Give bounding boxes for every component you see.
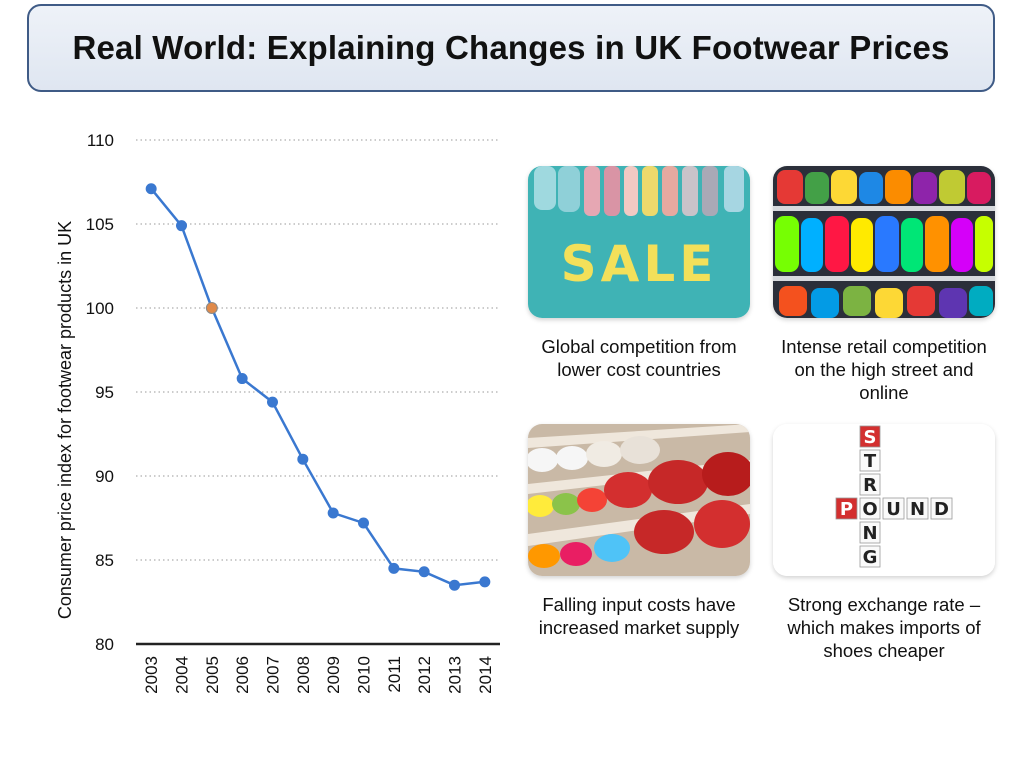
tiles-pound: P U N D <box>835 497 953 520</box>
x-tick-label: 2007 <box>264 656 283 694</box>
data-point <box>479 576 491 588</box>
data-point <box>145 183 157 195</box>
y-tick-label: 85 <box>95 551 114 570</box>
x-tick-label: 2010 <box>355 656 374 694</box>
y-tick-label: 80 <box>95 635 114 654</box>
shoe-row-top <box>528 436 660 472</box>
x-tick-label: 2012 <box>415 656 434 694</box>
svg-text:T: T <box>864 451 877 472</box>
shoe-cluster-middle <box>775 216 993 272</box>
svg-text:S: S <box>864 427 877 448</box>
caption-retail-competition: Intense retail competition on the high s… <box>781 336 987 403</box>
svg-text:P: P <box>840 499 853 520</box>
x-tick-label: 2011 <box>385 656 404 693</box>
x-tick-label: 2004 <box>173 656 192 694</box>
svg-text:N: N <box>862 523 877 544</box>
shoe-cluster-top <box>777 170 991 204</box>
data-point <box>176 220 187 232</box>
y-tick-label: 110 <box>87 131 114 150</box>
x-tick-label: 2008 <box>294 656 313 694</box>
data-point <box>418 566 430 578</box>
data-points <box>145 183 491 591</box>
data-point <box>358 517 369 529</box>
caption-exchange-rate: Strong exchange rate – which makes impor… <box>787 594 981 661</box>
svg-text:G: G <box>863 547 878 568</box>
x-tick-label: 2009 <box>324 656 343 694</box>
x-tick-label: 2003 <box>142 656 161 694</box>
y-tick-label: 105 <box>86 215 114 234</box>
x-tick-label: 2014 <box>476 656 495 694</box>
page-title: Real World: Explaining Changes in UK Foo… <box>72 29 950 66</box>
sale-text: SALE <box>561 235 718 293</box>
data-point <box>327 507 339 519</box>
data-point <box>449 579 460 591</box>
y-tick-labels: 80 85 90 95 100 105 110 <box>86 131 114 654</box>
data-point <box>297 453 309 465</box>
shoe-cluster-bottom <box>779 286 993 318</box>
shoe-row-middle <box>528 452 750 517</box>
title-box: Real World: Explaining Changes in UK Foo… <box>27 4 995 92</box>
svg-text:R: R <box>863 475 877 496</box>
svg-text:U: U <box>886 499 901 520</box>
x-tick-label: 2006 <box>233 656 252 694</box>
x-tick-labels: 2003 2004 2005 2006 2007 2008 2009 2010 2011 2012… <box>142 656 495 694</box>
sale-image: SALE <box>528 166 750 318</box>
shoe-row <box>534 166 744 216</box>
data-point <box>236 373 248 385</box>
svg-text:O: O <box>862 499 877 520</box>
x-tick-label: 2005 <box>203 656 222 694</box>
svg-text:N: N <box>910 499 925 520</box>
caption-global-competition: Global competition from lower cost count… <box>541 336 737 380</box>
series-line <box>150 187 485 587</box>
grid-lines <box>136 139 500 646</box>
retail-shelves-image <box>773 166 995 318</box>
data-point-highlighted <box>205 302 218 314</box>
canvas-shoes-image <box>528 424 750 576</box>
data-point <box>388 562 400 574</box>
shoe-row-bottom <box>528 500 750 568</box>
y-tick-label: 100 <box>86 299 114 318</box>
y-tick-label: 95 <box>95 383 114 402</box>
x-tick-label: 2013 <box>446 656 465 694</box>
y-axis-label: Consumer price index for footwear produc… <box>55 221 75 619</box>
y-tick-label: 90 <box>95 467 114 486</box>
tiles-strong: S T R O N G <box>859 425 881 568</box>
caption-falling-costs: Falling input costs have increased marke… <box>538 594 740 638</box>
strong-pound-image: S T R O N G P U N D <box>773 424 995 576</box>
svg-text:D: D <box>934 499 949 520</box>
data-point <box>267 396 278 408</box>
